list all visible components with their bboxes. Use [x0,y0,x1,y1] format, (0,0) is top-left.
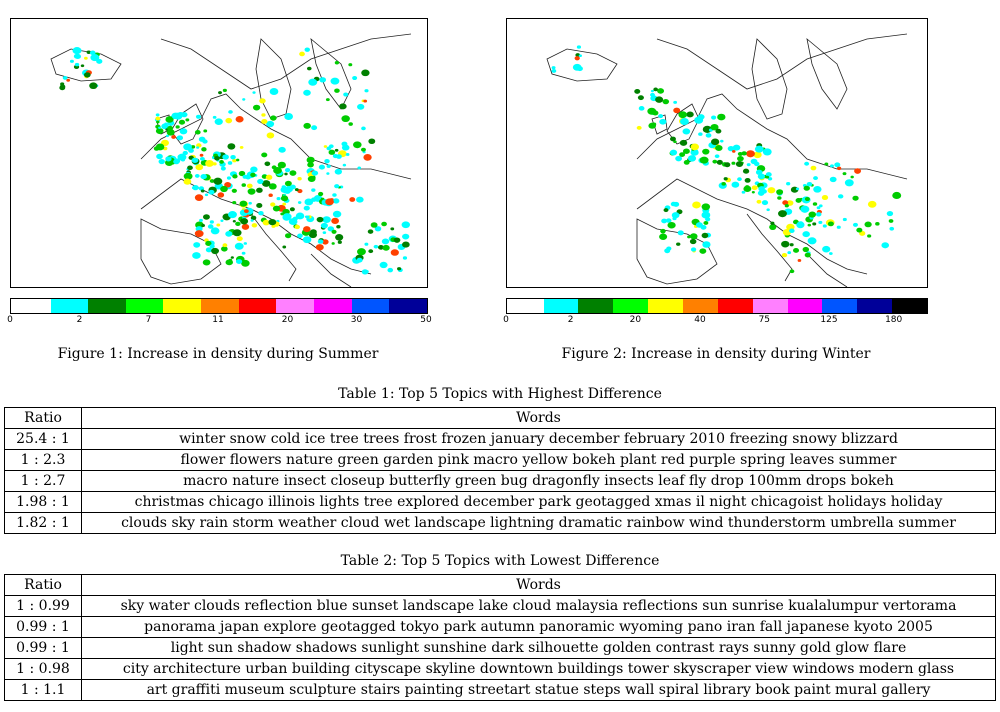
table-row: 25.4 : 1 winter snow cold ice tree trees … [4,428,996,450]
colorbar-tick-label: 0 [7,315,13,325]
ratio-header: Ratio [4,574,82,596]
table-1-caption: Table 1: Top 5 Topics with Highest Diffe… [338,386,662,402]
winter-density-map [506,18,928,288]
europe-map-graphic [50,33,412,287]
ratio-cell: 1 : 1.1 [4,679,82,701]
colorbar-swatch [163,299,202,313]
colorbar-swatch [314,299,352,313]
words-header: Words [81,407,996,429]
words-header: Words [81,574,996,596]
ratio-cell: 0.99 : 1 [4,637,82,659]
colorbar-tick-label: 2 [567,315,574,325]
table-row: 1 : 0.99 sky water clouds reflection blue… [4,595,996,617]
colorbar-swatch [201,299,239,313]
colorbar-swatch [543,299,579,313]
table-row: 1 : 2.3 flower flowers nature green garde… [4,449,996,471]
colorbar-swatch [389,299,427,313]
colorbar-tick-label: 125 [820,315,838,325]
colorbar-swatch [648,299,684,313]
words-cell: macro nature insect closeup butterfly gr… [81,470,996,492]
colorbar-swatch [125,299,164,313]
table-row: 1 : 2.7 macro nature insect closeup butte… [4,470,996,492]
table-row: 0.99 : 1 panorama japan explore geotagged… [4,616,996,638]
summer-colorbar [10,298,428,314]
words-cell: light sun shadow shadows sunlight sunshi… [81,637,996,659]
ratio-cell: 0.99 : 1 [4,616,82,638]
colorbar-tick-label: 20 [629,315,642,325]
table-row: 0.99 : 1 light sun shadow shadows sunligh… [4,637,996,659]
words-cell: flower flowers nature green garden pink … [81,449,996,471]
colorbar-swatch [717,299,753,313]
colorbar-tick-label: 7 [145,315,152,325]
colorbar-tick-label: 40 [694,315,706,325]
ratio-cell: 1.98 : 1 [4,491,82,513]
table-header-row: Ratio Words [4,407,996,429]
colorbar-swatch [351,299,390,313]
colorbar-swatch [752,299,788,313]
table-2: Ratio Words 1 : 0.99 sky water clouds ref… [4,574,996,701]
colorbar-tick-label: 0 [503,315,509,325]
colorbar-swatch [507,299,544,313]
europe-map-graphic [546,33,908,287]
colorbar-swatch [822,299,858,313]
ratio-cell: 1 : 0.99 [4,595,82,617]
table-1: Ratio Words 25.4 : 1 winter snow cold ice… [4,407,996,534]
figure-2-caption: Figure 2: Increase in density during Win… [561,346,871,362]
ratio-cell: 1.82 : 1 [4,512,82,534]
colorbar-swatch [50,299,89,313]
colorbar-tick-label: 50 [420,315,432,325]
table-2-caption: Table 2: Top 5 Topics with Lowest Differ… [340,553,660,569]
words-cell: city architecture urban building citysca… [81,658,996,680]
colorbar-swatch [276,299,315,313]
colorbar-tick-label: 30 [350,315,363,325]
words-cell: christmas chicago illinois lights tree e… [81,491,996,513]
winter-colorbar [506,298,928,314]
colorbar-tick-label: 20 [281,315,294,325]
table-row: 1 : 1.1 art graffiti museum sculpture sta… [4,679,996,701]
words-cell: winter snow cold ice tree trees frost fr… [81,428,996,450]
colorbar-swatch [11,299,51,313]
colorbar-swatch [683,299,718,313]
colorbar-tick-label: 180 [885,315,903,325]
ratio-cell: 25.4 : 1 [4,428,82,450]
table-row: 1.82 : 1 clouds sky rain storm weather cl… [4,512,996,534]
words-cell: art graffiti museum sculpture stairs pai… [81,679,996,701]
ratio-cell: 1 : 2.7 [4,470,82,492]
colorbar-tick-label: 2 [76,315,83,325]
colorbar-swatch [787,299,823,313]
colorbar-swatch [88,299,126,313]
table-header-row: Ratio Words [4,574,996,596]
table-row: 1.98 : 1 christmas chicago illinois light… [4,491,996,513]
words-cell: sky water clouds reflection blue sunset … [81,595,996,617]
colorbar-swatch [613,299,649,313]
colorbar-tick-label: 75 [758,315,771,325]
ratio-cell: 1 : 0.98 [4,658,82,680]
words-cell: panorama japan explore geotagged tokyo p… [81,616,996,638]
colorbar-swatch [238,299,277,313]
words-cell: clouds sky rain storm weather cloud wet … [81,512,996,534]
figure-1-caption: Figure 1: Increase in density during Sum… [57,346,379,362]
ratio-header: Ratio [4,407,82,429]
colorbar-swatch [892,299,928,313]
colorbar-swatch [578,299,614,313]
ratio-cell: 1 : 2.3 [4,449,82,471]
table-row: 1 : 0.98 city architecture urban building… [4,658,996,680]
colorbar-swatch [857,299,893,313]
colorbar-tick-label: 11 [212,315,224,325]
summer-density-map [10,18,428,288]
